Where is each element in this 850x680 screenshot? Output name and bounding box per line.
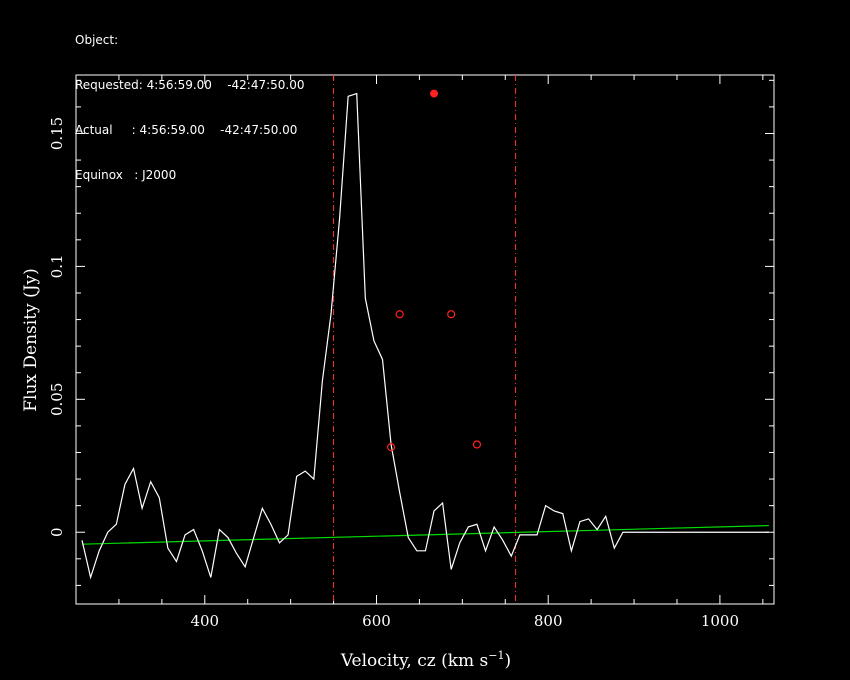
x-tick-label: 400 <box>190 612 219 630</box>
x-tick-label: 1000 <box>701 612 739 630</box>
y-tick-label: 0.1 <box>48 254 66 278</box>
y-tick-label: 0.05 <box>48 383 66 416</box>
x-tick-labels: 400 600 800 1000 <box>190 612 739 630</box>
plot-frame <box>75 74 775 605</box>
level-marker <box>447 310 456 319</box>
baseline-fit-line <box>81 524 769 545</box>
level-marker <box>395 310 404 319</box>
y-axis-title: Flux Density (Jy) <box>21 268 41 412</box>
x-tick-label: 800 <box>534 612 563 630</box>
level-marker <box>386 443 396 452</box>
velocity-window-lines <box>333 75 517 604</box>
axis-ticks <box>75 75 774 604</box>
x-axis-title-main: Velocity, cz (km s <box>340 651 488 671</box>
x-axis-title-exponent: −1 <box>488 649 504 662</box>
x-axis-title: Velocity, cz (km s−1) <box>340 649 511 671</box>
y-tick-labels: 0 0.05 0.1 0.15 <box>48 117 66 537</box>
equinox-label: Equinox : J2000 <box>75 168 177 182</box>
x-axis-title-close: ) <box>505 651 512 671</box>
level-marker <box>472 440 482 449</box>
requested-coordinates: Requested: 4:56:59.00 -42:47:50.00 <box>75 78 305 92</box>
object-info-header: Object: Requested: 4:56:59.00 -42:47:50.… <box>75 3 305 198</box>
peak-marker <box>430 89 439 98</box>
spectrum-line <box>81 92 769 580</box>
actual-coordinates: Actual : 4:56:59.00 -42:47:50.00 <box>75 123 298 137</box>
object-label: Object: <box>75 33 119 47</box>
y-tick-label: 0.15 <box>48 117 66 150</box>
y-tick-label: 0 <box>48 527 66 537</box>
measurement-markers <box>386 89 482 452</box>
x-tick-label: 600 <box>362 612 391 630</box>
